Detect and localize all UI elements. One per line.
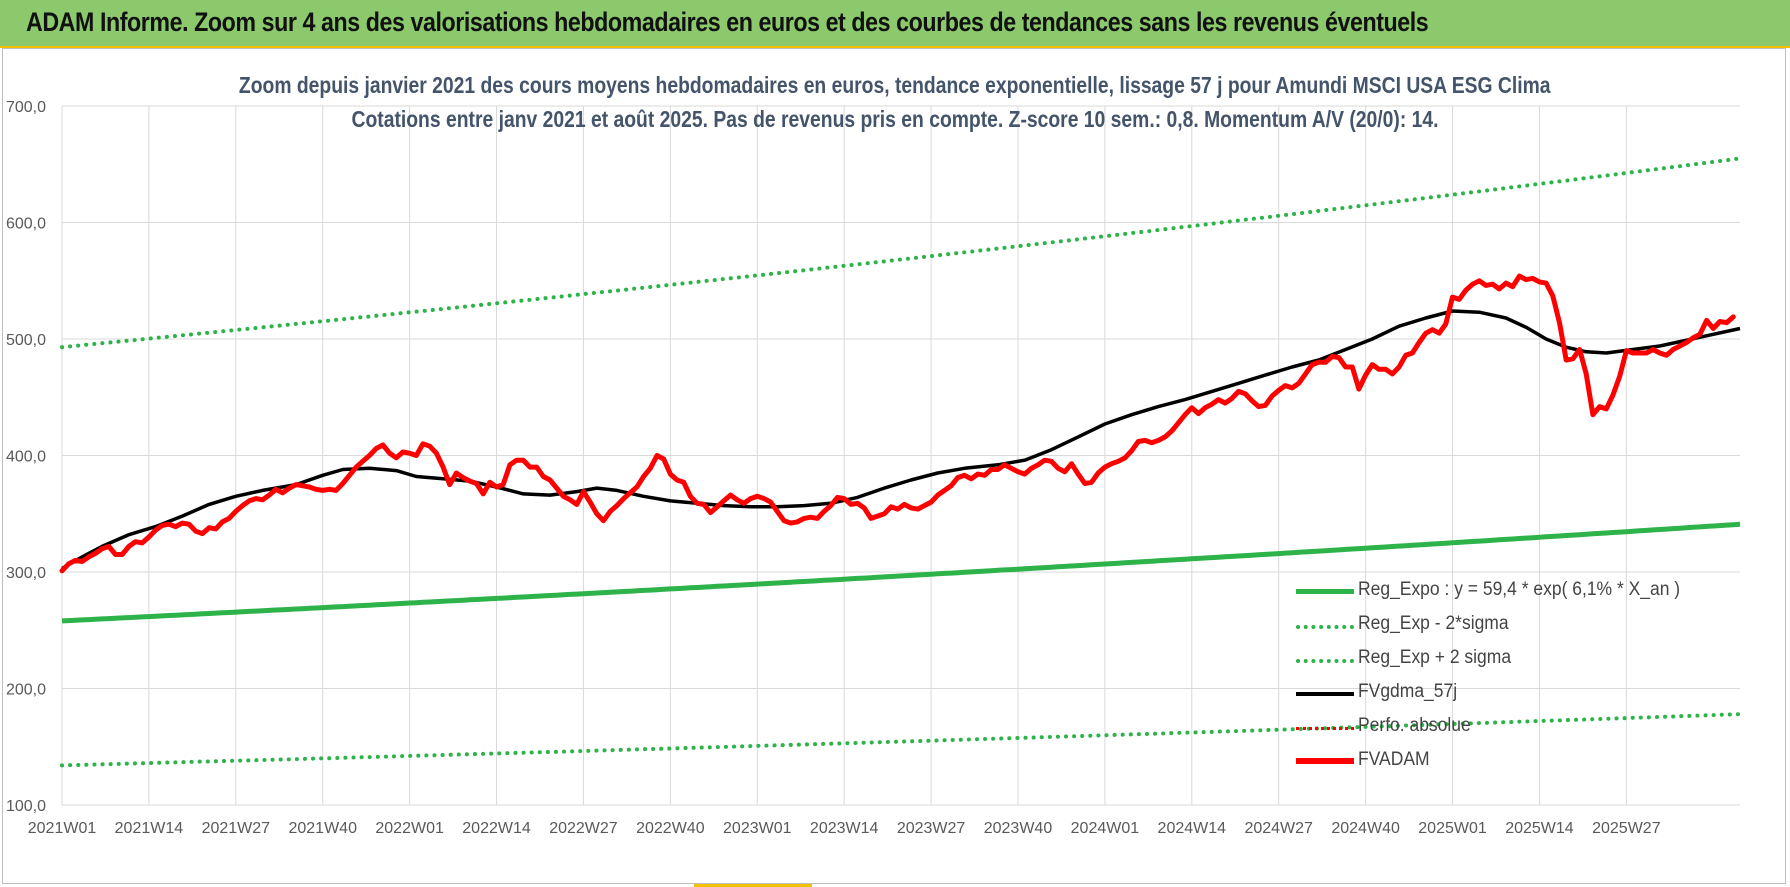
x-tick-label: 2021W27 xyxy=(202,820,271,837)
legend-label: FVADAM xyxy=(1358,749,1430,770)
x-tick-label: 2022W01 xyxy=(375,820,444,837)
legend-label: Reg_Exp - 2*sigma xyxy=(1358,613,1509,634)
series-reg-exp-plus xyxy=(60,156,1742,350)
chart-title: Zoom depuis janvier 2021 des cours moyen… xyxy=(239,72,1551,98)
x-tick-label: 2025W27 xyxy=(1592,820,1661,837)
legend-swatch xyxy=(1296,692,1354,696)
legend-label: Reg_Exp + 2 sigma xyxy=(1358,647,1512,668)
y-tick-label: 500,0 xyxy=(6,332,46,349)
x-tick-label: 2022W40 xyxy=(636,820,705,837)
legend-label: Perfo. absolue xyxy=(1358,715,1471,736)
x-tick-label: 2024W01 xyxy=(1071,820,1140,837)
x-tick-label: 2022W27 xyxy=(549,820,618,837)
x-tick-label: 2025W14 xyxy=(1505,820,1574,837)
series-fvadam xyxy=(59,273,1736,574)
x-tick-label: 2024W14 xyxy=(1158,820,1227,837)
legend-label: Reg_Expo : y = 59,4 * exp( 6,1% * X_an ) xyxy=(1358,579,1681,600)
y-tick-label: 400,0 xyxy=(6,449,46,466)
chart-subtitle: Cotations entre janv 2021 et août 2025. … xyxy=(351,106,1439,132)
legend-swatch xyxy=(1296,727,1354,730)
report-title: ADAM Informe. Zoom sur 4 ans des valoris… xyxy=(26,7,1429,37)
x-tick-label: 2021W40 xyxy=(288,820,357,837)
legend-swatch xyxy=(1296,625,1354,629)
series-reg-exp-minus xyxy=(60,712,1742,768)
legend-label: FVgdma_57j xyxy=(1358,681,1458,702)
series-reg-expo xyxy=(61,521,1741,624)
axis-labels: 100,0 200,0 300,0 400,0 500,0 600,0 700,0 2021W… xyxy=(6,99,1661,837)
report-banner: ADAM Informe. Zoom sur 4 ans des valoris… xyxy=(0,0,1790,48)
bottom-accent xyxy=(694,884,812,887)
x-tick-label: 2022W14 xyxy=(462,820,531,837)
y-tick-label: 300,0 xyxy=(6,565,46,582)
x-tick-label: 2023W01 xyxy=(723,820,792,837)
series-fvgdma xyxy=(61,309,1741,571)
series-lines xyxy=(59,156,1742,768)
legend-swatch xyxy=(1296,659,1354,663)
legend-swatch xyxy=(1296,758,1354,764)
chart-frame xyxy=(2,48,1786,884)
y-tick-label: 700,0 xyxy=(6,99,46,116)
grid-lines xyxy=(61,105,1740,806)
legend-swatch xyxy=(1296,589,1354,594)
x-tick-label: 2021W01 xyxy=(28,820,97,837)
x-tick-label: 2023W40 xyxy=(984,820,1053,837)
x-tick-label: 2023W27 xyxy=(897,820,966,837)
y-tick-label: 100,0 xyxy=(6,798,46,815)
x-tick-label: 2023W14 xyxy=(810,820,879,837)
x-tick-label: 2024W27 xyxy=(1244,820,1313,837)
x-tick-label: 2021W14 xyxy=(115,820,184,837)
y-tick-label: 600,0 xyxy=(6,216,46,233)
x-tick-label: 2025W01 xyxy=(1418,820,1487,837)
x-tick-label: 2024W40 xyxy=(1331,820,1400,837)
y-tick-label: 200,0 xyxy=(6,682,46,699)
